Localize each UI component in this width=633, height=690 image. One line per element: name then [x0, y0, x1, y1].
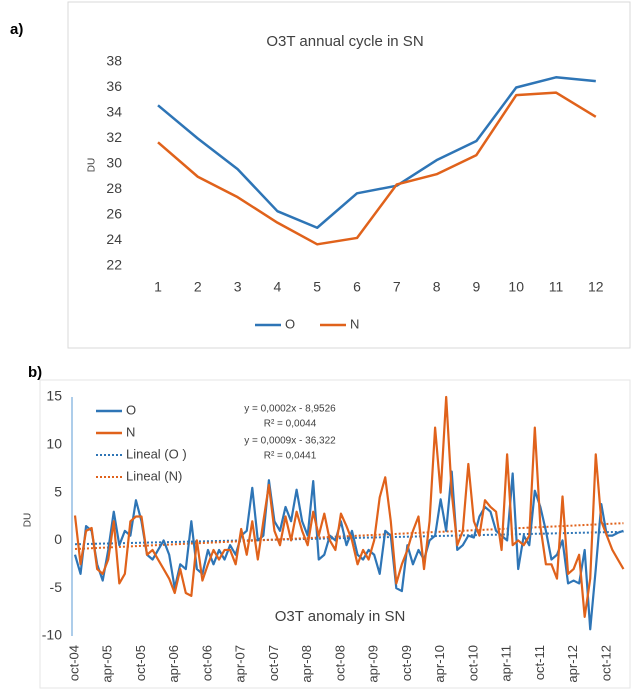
data-line — [157, 76, 596, 229]
x-tick-label: apr-06 — [166, 645, 181, 683]
legend-label: N — [126, 424, 135, 439]
y-tick-label: 10 — [46, 436, 62, 452]
panel-label: b) — [28, 364, 42, 381]
y-axis-label: DU — [87, 158, 98, 172]
data-line — [73, 470, 624, 631]
x-tick-label: oct-05 — [133, 645, 148, 681]
legend-label: N — [350, 316, 359, 331]
x-tick-label: oct-09 — [399, 645, 414, 681]
x-tick-label: 8 — [433, 279, 441, 295]
legend-label: O — [285, 316, 295, 331]
y-tick-label: 15 — [46, 388, 62, 404]
y-tick-label: 36 — [106, 78, 122, 94]
panel-label: a) — [10, 21, 23, 38]
x-tick-label: apr-08 — [299, 645, 314, 683]
y-tick-label: 28 — [106, 180, 122, 196]
x-tick-label: 6 — [353, 279, 361, 295]
x-tick-label: apr-07 — [233, 645, 248, 683]
x-tick-label: apr-10 — [432, 645, 447, 683]
chart-title: O3T annual cycle in SN — [266, 33, 423, 50]
x-tick-label: apr-12 — [565, 645, 580, 683]
x-tick-label: 10 — [508, 279, 524, 295]
trend-equation: R² = 0,0044 — [264, 419, 317, 430]
y-tick-label: 38 — [106, 53, 122, 69]
x-tick-label: oct-10 — [465, 645, 480, 681]
x-tick-label: 11 — [549, 279, 564, 295]
data-line — [157, 91, 597, 246]
x-tick-label: oct-12 — [598, 645, 613, 681]
y-tick-label: 32 — [106, 129, 122, 145]
y-tick-label: -5 — [50, 579, 63, 595]
x-tick-label: 5 — [313, 279, 321, 295]
trend-line — [74, 530, 624, 546]
y-axis-label: DU — [23, 513, 34, 527]
trend-equation: y = 0,0002x - 8,9526 — [244, 404, 336, 415]
y-tick-label: 0 — [54, 531, 62, 547]
y-tick-label: 24 — [106, 231, 122, 247]
legend-label: Lineal (N) — [126, 468, 182, 483]
y-tick-label: 34 — [106, 104, 122, 120]
chart-frame — [67, 1, 631, 349]
chart-title: O3T anomaly in SN — [275, 608, 406, 625]
legend-label: O — [126, 402, 136, 417]
x-tick-label: 3 — [234, 279, 242, 295]
y-tick-label: 26 — [106, 206, 122, 222]
x-tick-label: apr-09 — [366, 645, 381, 683]
y-tick-label: 22 — [106, 257, 122, 273]
x-tick-label: 2 — [194, 279, 202, 295]
x-tick-label: 1 — [154, 279, 162, 295]
x-tick-label: 7 — [393, 279, 401, 295]
x-tick-label: oct-07 — [266, 645, 281, 681]
y-tick-label: 30 — [106, 155, 122, 171]
x-tick-label: 9 — [473, 279, 481, 295]
data-line — [73, 395, 625, 618]
trend-equation: y = 0,0009x - 36,322 — [244, 436, 336, 447]
trend-equation: R² = 0,0441 — [264, 451, 317, 462]
x-tick-label: oct-11 — [532, 645, 547, 680]
x-tick-label: 4 — [274, 279, 282, 295]
x-tick-label: oct-04 — [66, 645, 81, 681]
legend-label: Lineal (O ) — [126, 446, 187, 461]
chart-frame — [39, 379, 631, 689]
x-tick-label: oct-08 — [332, 645, 347, 681]
x-tick-label: apr-05 — [100, 645, 115, 683]
x-tick-label: 12 — [588, 279, 604, 295]
y-tick-label: -10 — [42, 627, 62, 643]
x-tick-label: oct-06 — [199, 645, 214, 681]
y-tick-label: 5 — [54, 483, 62, 499]
x-tick-label: apr-11 — [499, 645, 514, 682]
